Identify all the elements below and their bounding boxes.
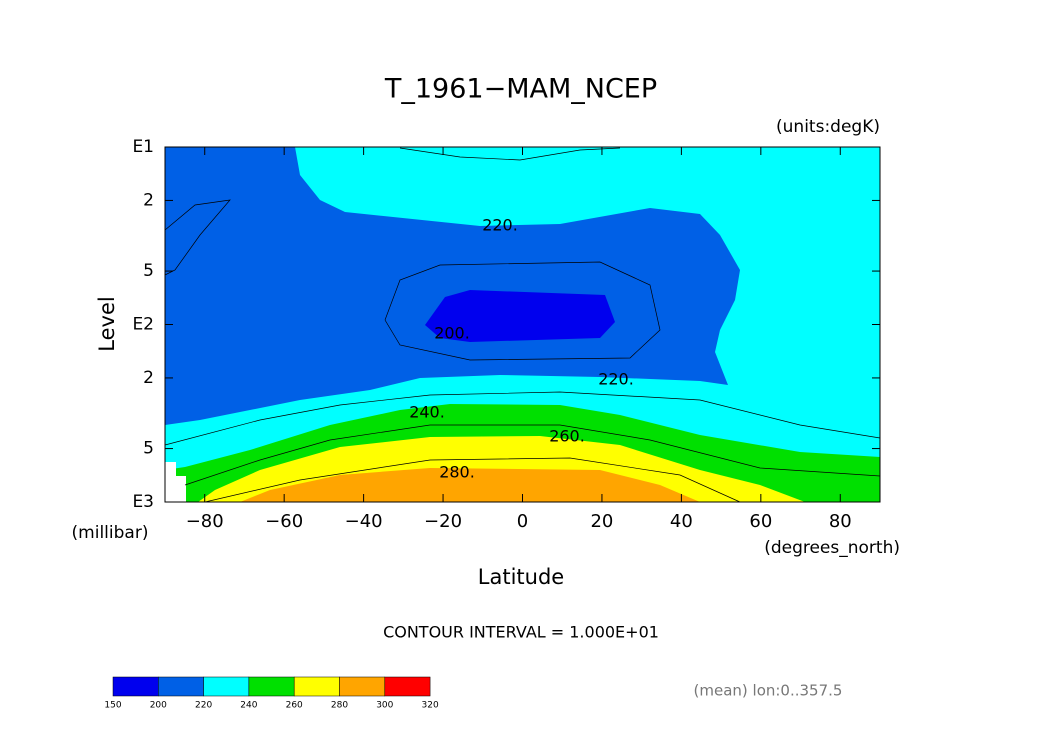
contour-label: 280. bbox=[439, 463, 475, 482]
y-tick-label: 5 bbox=[143, 261, 154, 281]
y-unit-label: (millibar) bbox=[72, 523, 149, 543]
colorbar-label: 200 bbox=[150, 701, 167, 711]
contour-line bbox=[184, 424, 881, 486]
y-tick-label: 5 bbox=[143, 439, 154, 459]
y-tick-label: E1 bbox=[132, 137, 154, 157]
contour-label: 200. bbox=[434, 324, 470, 343]
y-axis-title: Level bbox=[95, 296, 119, 351]
contour-line bbox=[204, 457, 741, 503]
contour-label: 220. bbox=[482, 216, 518, 235]
contour-fill bbox=[240, 468, 700, 502]
units-label: (units:degK) bbox=[776, 117, 880, 137]
colorbar-label: 260 bbox=[286, 701, 303, 711]
x-tick-label: 40 bbox=[670, 511, 693, 532]
x-tick-label: −80 bbox=[186, 511, 224, 532]
y-tick-label: 2 bbox=[143, 368, 154, 388]
missing-data bbox=[165, 462, 186, 502]
contour-line bbox=[164, 391, 881, 446]
x-tick-label: 20 bbox=[590, 511, 613, 532]
contour-fill bbox=[165, 147, 740, 425]
colorbar-label: 300 bbox=[376, 701, 393, 711]
y-tick-label: 2 bbox=[143, 190, 154, 210]
contour-line bbox=[164, 199, 231, 276]
contour-interval: CONTOUR INTERVAL = 1.000E+01 bbox=[383, 623, 659, 642]
chart-title: T_1961−MAM_NCEP bbox=[384, 74, 657, 105]
x-tick-label: 0 bbox=[517, 511, 528, 532]
colorbar-swatch bbox=[293, 676, 340, 697]
contour-label: 220. bbox=[598, 370, 634, 389]
contour-label: 240. bbox=[409, 403, 445, 422]
x-axis-title: Latitude bbox=[478, 565, 564, 589]
colorbar-swatch bbox=[112, 676, 159, 697]
contour-line bbox=[399, 147, 621, 161]
colorbar-label: 280 bbox=[331, 701, 348, 711]
contour-label: 260. bbox=[549, 427, 585, 446]
colorbar-swatch bbox=[384, 676, 431, 697]
colorbar-label: 150 bbox=[104, 701, 121, 711]
y-tick-label: E3 bbox=[132, 492, 154, 512]
x-unit-label: (degrees_north) bbox=[764, 538, 900, 558]
y-tick-label: E2 bbox=[132, 315, 154, 335]
contour-fill bbox=[425, 290, 615, 342]
contour-line bbox=[384, 261, 661, 361]
colorbar-label: 220 bbox=[195, 701, 212, 711]
x-tick-label: −60 bbox=[265, 511, 303, 532]
colorbar-label: 240 bbox=[240, 701, 257, 711]
x-tick-label: −40 bbox=[345, 511, 383, 532]
x-tick-label: 80 bbox=[829, 511, 852, 532]
x-tick-label: −20 bbox=[424, 511, 462, 532]
colorbar-swatch bbox=[203, 676, 250, 697]
x-tick-label: 60 bbox=[749, 511, 772, 532]
colorbar-swatch bbox=[158, 676, 204, 697]
colorbar-swatch bbox=[339, 676, 386, 697]
colorbar-swatch bbox=[248, 676, 295, 697]
colorbar-label: 320 bbox=[422, 701, 439, 711]
footer-note: (mean) lon:0..357.5 bbox=[694, 682, 843, 700]
